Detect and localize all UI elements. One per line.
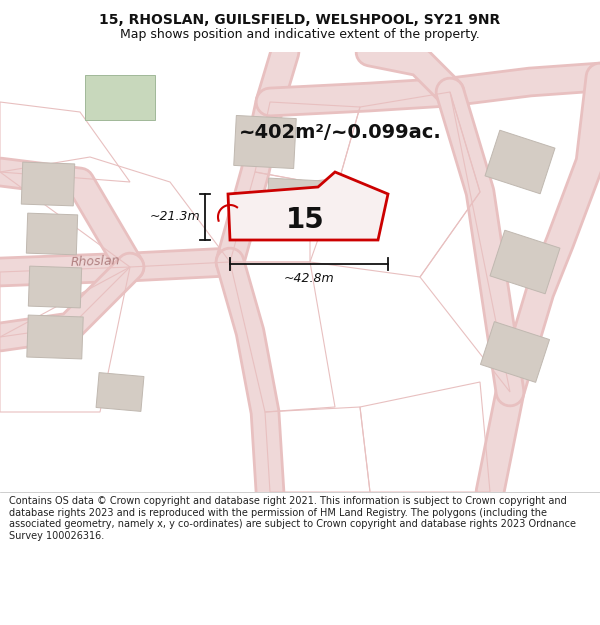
Polygon shape bbox=[228, 172, 388, 240]
Text: Rhoslan: Rhoslan bbox=[70, 254, 120, 269]
Text: ~402m²/~0.099ac.: ~402m²/~0.099ac. bbox=[239, 122, 442, 141]
Polygon shape bbox=[21, 162, 75, 206]
Polygon shape bbox=[27, 315, 83, 359]
Polygon shape bbox=[26, 213, 77, 255]
Text: ~21.3m: ~21.3m bbox=[149, 211, 200, 224]
Polygon shape bbox=[96, 372, 144, 411]
Text: Contains OS data © Crown copyright and database right 2021. This information is : Contains OS data © Crown copyright and d… bbox=[9, 496, 576, 541]
Polygon shape bbox=[490, 230, 560, 294]
Polygon shape bbox=[234, 116, 296, 169]
Text: 15: 15 bbox=[286, 206, 325, 234]
Text: ~42.8m: ~42.8m bbox=[284, 272, 334, 285]
Polygon shape bbox=[28, 266, 82, 308]
Polygon shape bbox=[485, 130, 555, 194]
Polygon shape bbox=[85, 74, 155, 119]
Polygon shape bbox=[481, 322, 550, 382]
Text: 15, RHOSLAN, GUILSFIELD, WELSHPOOL, SY21 9NR: 15, RHOSLAN, GUILSFIELD, WELSHPOOL, SY21… bbox=[100, 13, 500, 27]
Polygon shape bbox=[266, 178, 323, 226]
Text: Map shows position and indicative extent of the property.: Map shows position and indicative extent… bbox=[120, 28, 480, 41]
